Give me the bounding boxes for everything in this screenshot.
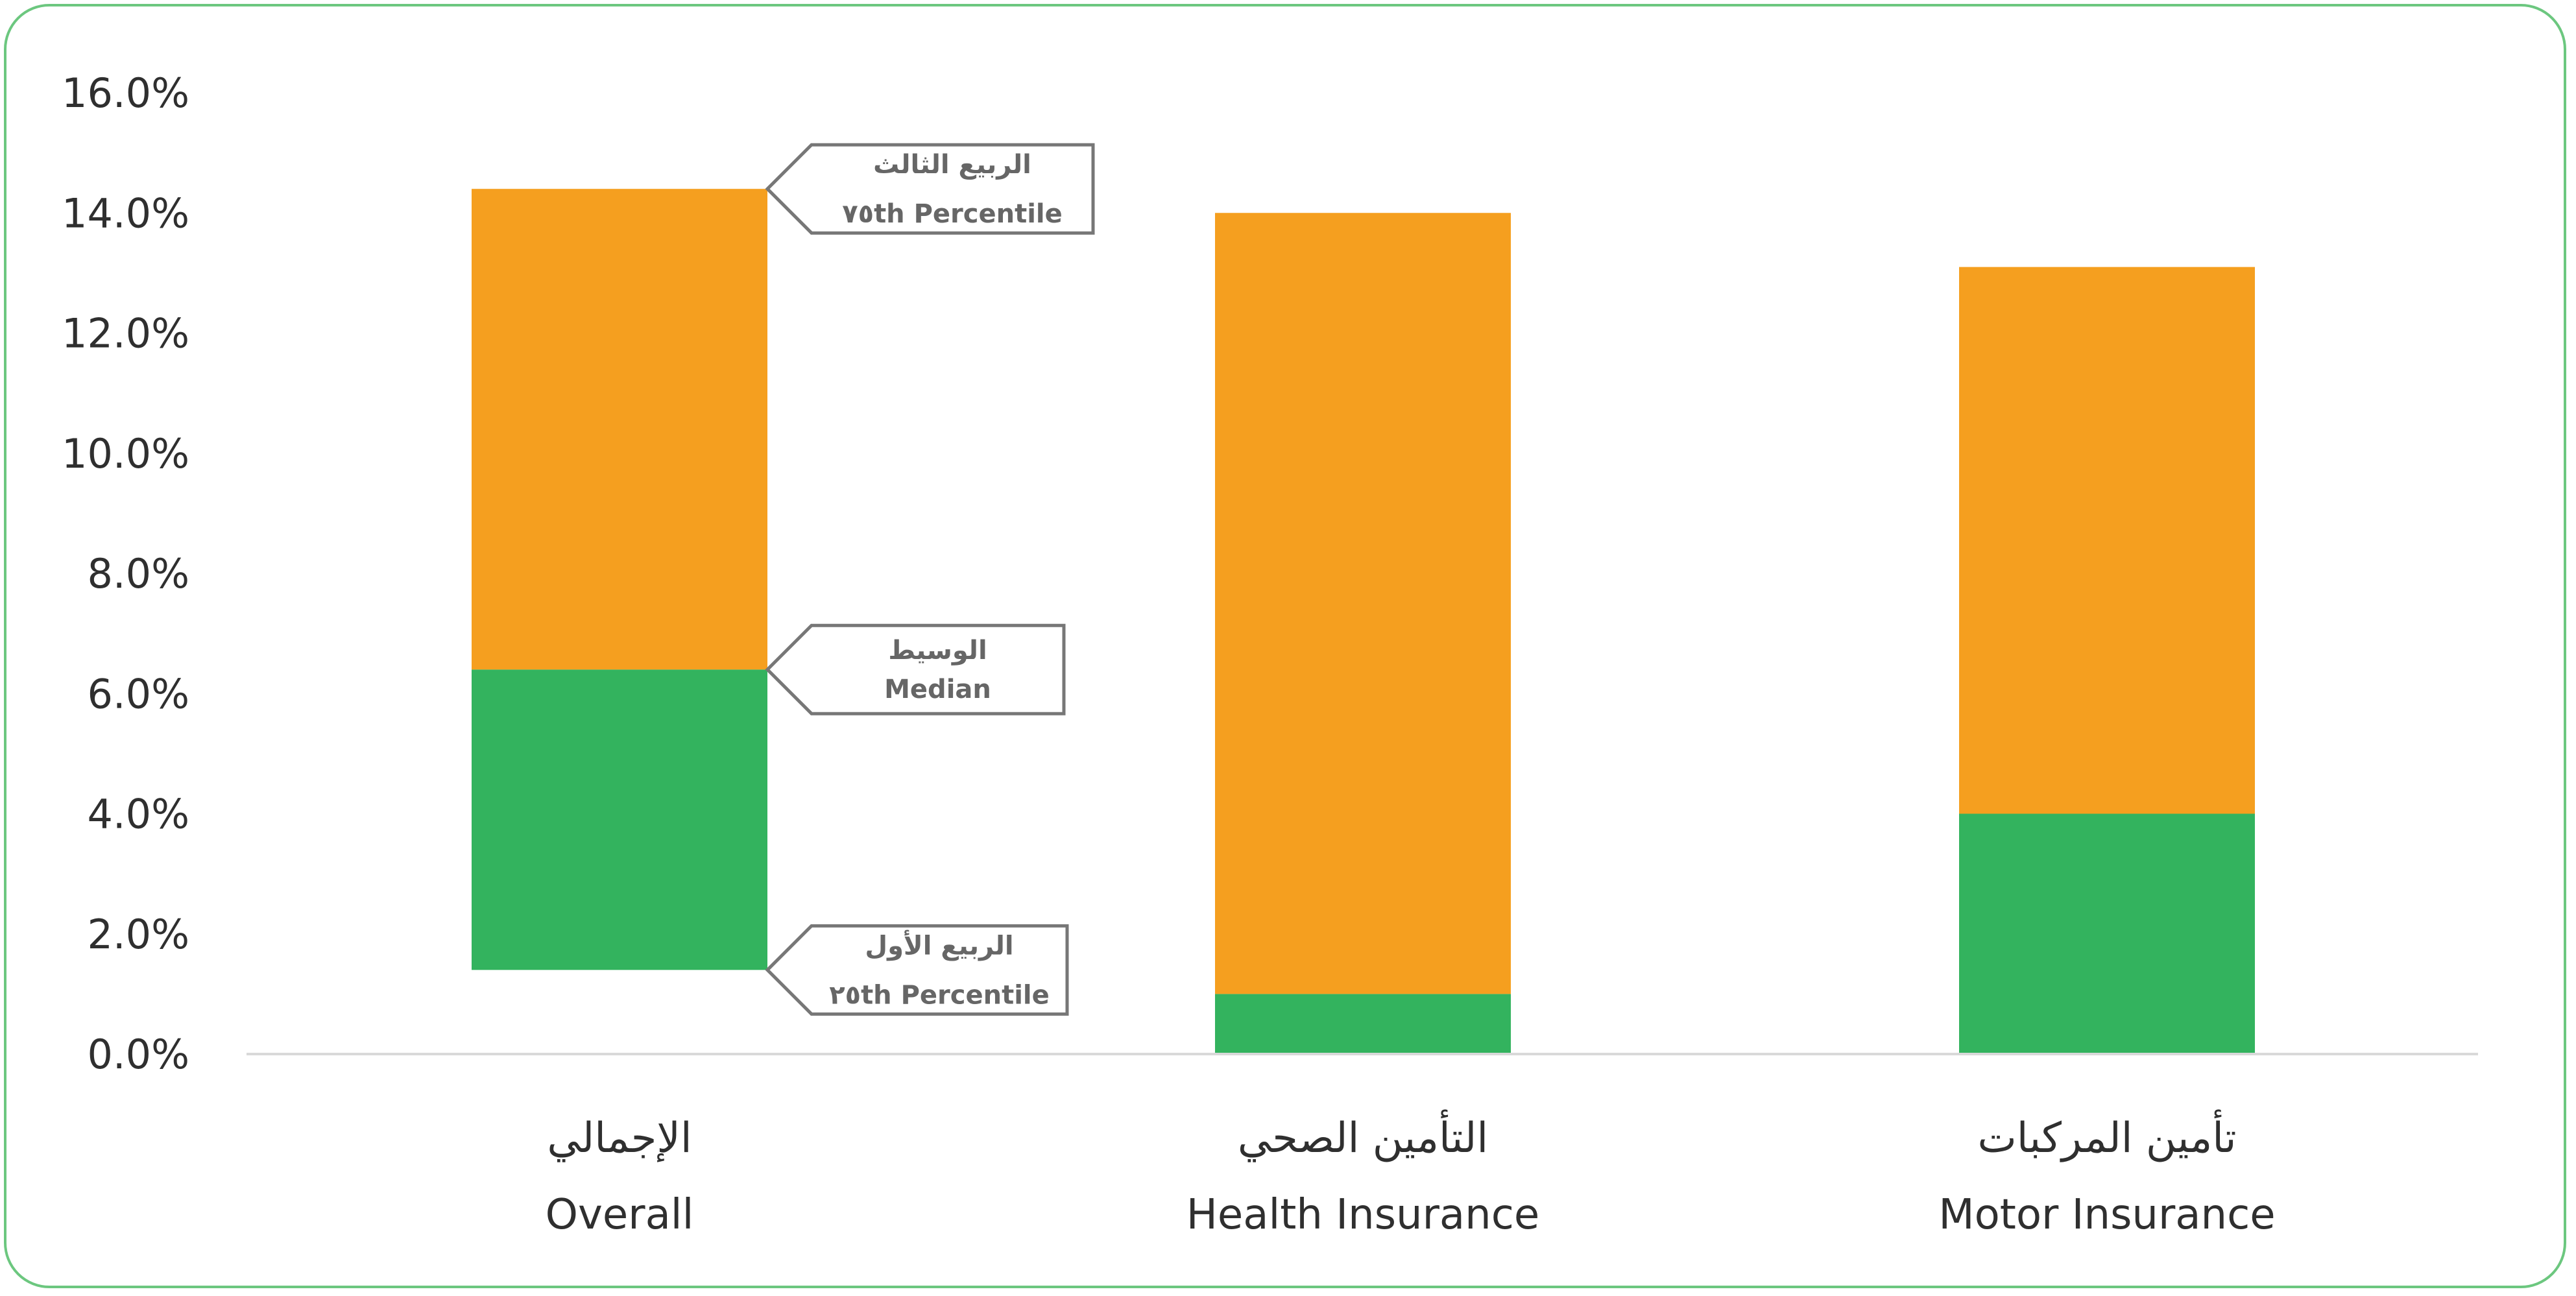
- y-axis-ticks: 0.0% 2.0% 4.0% 6.0% 8.0% 10.0% 12.0% 14.0% 16.0%: [62, 69, 189, 1078]
- bars: [472, 189, 2255, 1054]
- annotation-label-arabic: الوسيط: [888, 636, 987, 666]
- y-tick-label: 10.0%: [62, 430, 189, 477]
- y-tick-label: 6.0%: [87, 670, 189, 717]
- annotation-callout: [765, 623, 1066, 715]
- annotations: الربيع الثالث ٧٥th Percentile الوسيط Median…: [765, 143, 1095, 1016]
- bar-upper-segment: [472, 189, 767, 670]
- annotation-label-english: ٧٥th Percentile: [842, 199, 1063, 229]
- category-label-arabic: الإجمالي: [547, 1114, 692, 1162]
- annotation-callout: [765, 924, 1069, 1016]
- category-label-arabic: تأمين المركبات: [1977, 1109, 2236, 1162]
- y-tick-label: 16.0%: [62, 69, 189, 117]
- annotation-label-english: Median: [884, 675, 991, 704]
- annotation-label-arabic: الربيع الأول: [865, 929, 1013, 961]
- category-label-english: Overall: [546, 1191, 694, 1239]
- bar-upper-segment: [1959, 267, 2255, 814]
- y-tick-label: 8.0%: [87, 550, 189, 597]
- annotation-label-arabic: الربيع الثالث: [873, 150, 1031, 180]
- y-tick-label: 2.0%: [87, 911, 189, 958]
- bar-lower-segment: [1959, 813, 2255, 1054]
- category-label-arabic: التأمين الصحي: [1238, 1109, 1488, 1162]
- category-label-english: Health Insurance: [1186, 1191, 1540, 1239]
- y-tick-label: 0.0%: [87, 1031, 189, 1078]
- bar-lower-segment: [472, 669, 767, 970]
- bar-upper-segment: [1215, 213, 1511, 994]
- bar-lower-segment: [1215, 994, 1511, 1054]
- category-label-english: Motor Insurance: [1938, 1191, 2275, 1239]
- y-tick-label: 12.0%: [62, 310, 189, 357]
- annotation-callout: [765, 143, 1095, 235]
- category-labels: الإجمالي Overall التأمين الصحي Health Insur…: [546, 1109, 2276, 1239]
- annotation-label-english: ٢٥th Percentile: [829, 980, 1050, 1010]
- y-tick-label: 14.0%: [62, 189, 189, 237]
- y-tick-label: 4.0%: [87, 791, 189, 838]
